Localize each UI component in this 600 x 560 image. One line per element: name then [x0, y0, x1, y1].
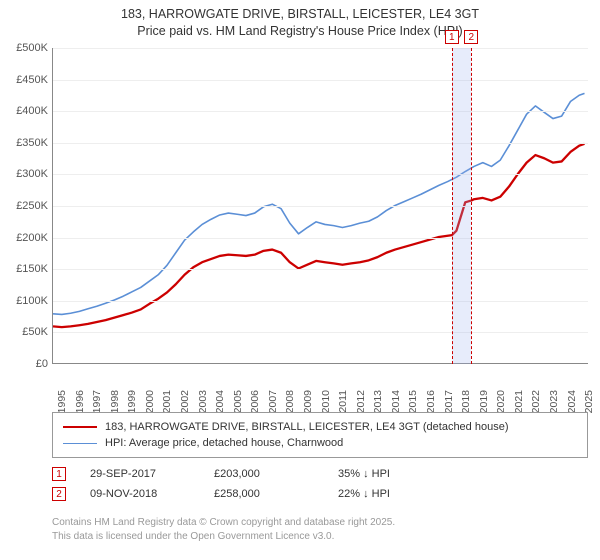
marker-price-1: £203,000: [214, 468, 314, 480]
marker-vline: [471, 48, 472, 364]
marker-price-2: £258,000: [214, 488, 314, 500]
x-axis-label: 2016: [425, 390, 439, 413]
x-axis-label: 2019: [478, 390, 492, 413]
legend-label-property: 183, HARROWGATE DRIVE, BIRSTALL, LEICEST…: [105, 421, 509, 433]
footer-line-1: Contains HM Land Registry data © Crown c…: [52, 516, 588, 530]
y-axis-label: £400K: [0, 105, 48, 117]
gridline-h: [53, 332, 588, 333]
x-axis-label: 1999: [126, 390, 140, 413]
legend-row-hpi: HPI: Average price, detached house, Char…: [63, 435, 577, 451]
y-axis-label: £500K: [0, 42, 48, 54]
marker-band: [452, 48, 472, 364]
marker-date-2: 09-NOV-2018: [90, 488, 190, 500]
gridline-h: [53, 301, 588, 302]
x-axis-label: 2017: [443, 390, 457, 413]
x-axis-label: 2009: [302, 390, 316, 413]
y-axis-label: £50K: [0, 326, 48, 338]
marker-date-1: 29-SEP-2017: [90, 468, 190, 480]
plot-area: [52, 48, 588, 364]
marker-vline: [452, 48, 453, 364]
gridline-h: [53, 238, 588, 239]
marker-badge-2: 2: [52, 487, 66, 501]
x-axis-label: 2000: [144, 390, 158, 413]
y-axis-label: £350K: [0, 137, 48, 149]
x-axis-label: 2024: [566, 390, 580, 413]
x-axis-label: 2021: [513, 390, 527, 413]
y-axis-label: £100K: [0, 295, 48, 307]
footer-line-2: This data is licensed under the Open Gov…: [52, 530, 588, 544]
marker-badge-1: 1: [52, 467, 66, 481]
x-axis-label: 2012: [355, 390, 369, 413]
y-axis-label: £250K: [0, 200, 48, 212]
y-axis-label: £200K: [0, 232, 48, 244]
x-axis-label: 2001: [161, 390, 175, 413]
marker-row-2: 2 09-NOV-2018 £258,000 22% ↓ HPI: [52, 484, 588, 504]
y-axis-label: £0: [0, 358, 48, 370]
x-axis-label: 2022: [530, 390, 544, 413]
gridline-h: [53, 206, 588, 207]
legend-swatch-hpi: [63, 443, 97, 444]
title-line-2: Price paid vs. HM Land Registry's House …: [0, 23, 600, 40]
x-axis-label: 2008: [284, 390, 298, 413]
marker-delta-1: 35% ↓ HPI: [338, 468, 438, 480]
x-axis-label: 2002: [179, 390, 193, 413]
y-axis-label: £150K: [0, 263, 48, 275]
x-axis-label: 2023: [548, 390, 562, 413]
legend-label-hpi: HPI: Average price, detached house, Char…: [105, 437, 343, 449]
marker-delta-2: 22% ↓ HPI: [338, 488, 438, 500]
x-axis-label: 2005: [232, 390, 246, 413]
gridline-h: [53, 48, 588, 49]
x-axis-label: 1995: [56, 390, 70, 413]
y-axis-label: £300K: [0, 168, 48, 180]
x-axis-label: 1997: [91, 390, 105, 413]
marker-badge: 2: [464, 30, 478, 44]
chart-container: £0 £50K £100K £150K £200K £250K £300K £350K £400…: [0, 44, 600, 404]
x-axis-label: 2013: [372, 390, 386, 413]
x-axis-label: 2007: [267, 390, 281, 413]
series-line-hpi: [53, 93, 585, 314]
x-axis-label: 2006: [249, 390, 263, 413]
x-axis-label: 2025: [583, 390, 597, 413]
x-axis-label: 2010: [320, 390, 334, 413]
legend: 183, HARROWGATE DRIVE, BIRSTALL, LEICEST…: [52, 412, 588, 458]
x-axis-label: 2014: [390, 390, 404, 413]
gridline-h: [53, 269, 588, 270]
marker-table: 1 29-SEP-2017 £203,000 35% ↓ HPI 2 09-NO…: [52, 464, 588, 504]
chart-title-block: 183, HARROWGATE DRIVE, BIRSTALL, LEICEST…: [0, 0, 600, 40]
y-axis-label: £450K: [0, 74, 48, 86]
x-axis-label: 2011: [337, 390, 351, 413]
x-axis-label: 1996: [74, 390, 88, 413]
gridline-h: [53, 80, 588, 81]
marker-row-1: 1 29-SEP-2017 £203,000 35% ↓ HPI: [52, 464, 588, 484]
title-line-1: 183, HARROWGATE DRIVE, BIRSTALL, LEICEST…: [0, 6, 600, 23]
x-axis-label: 2004: [214, 390, 228, 413]
legend-swatch-property: [63, 426, 97, 428]
x-axis-label: 2003: [197, 390, 211, 413]
x-axis-label: 2020: [495, 390, 509, 413]
gridline-h: [53, 143, 588, 144]
gridline-h: [53, 111, 588, 112]
series-line-property: [53, 144, 585, 327]
legend-row-property: 183, HARROWGATE DRIVE, BIRSTALL, LEICEST…: [63, 419, 577, 435]
attribution-footer: Contains HM Land Registry data © Crown c…: [52, 516, 588, 543]
x-axis-label: 1998: [109, 390, 123, 413]
x-axis-label: 2018: [460, 390, 474, 413]
gridline-h: [53, 174, 588, 175]
x-axis-label: 2015: [407, 390, 421, 413]
marker-badge: 1: [445, 30, 459, 44]
